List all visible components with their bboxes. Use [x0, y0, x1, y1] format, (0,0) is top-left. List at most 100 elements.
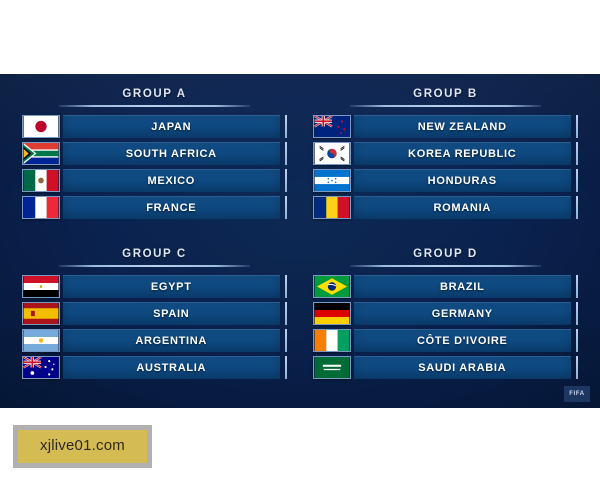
flag-cote-divoire-icon: [313, 328, 351, 352]
watermark-inner: xjlive01.com: [18, 430, 147, 463]
team-bar: NEW ZEALAND: [354, 114, 571, 138]
team-name: BRAZIL: [439, 280, 485, 293]
watermark-badge: xjlive01.com: [13, 425, 152, 468]
row-tick: [575, 141, 578, 165]
table-row[interactable]: NEW ZEALAND: [313, 114, 578, 138]
row-tick: [575, 168, 578, 192]
team-bar: JAPAN: [63, 114, 280, 138]
row-tick: [575, 274, 578, 298]
flag-saudi-arabia-icon: [313, 355, 351, 379]
row-tick: [575, 355, 578, 379]
team-bar: GERMANY: [354, 301, 571, 325]
flag-argentina-icon: [22, 328, 60, 352]
row-tick: [284, 168, 287, 192]
team-bar: FRANCE: [63, 195, 280, 219]
team-name: JAPAN: [151, 120, 192, 133]
team-name: ROMANIA: [433, 201, 491, 214]
row-tick: [284, 328, 287, 352]
team-name: FRANCE: [146, 201, 197, 214]
team-bar: SOUTH AFRICA: [63, 141, 280, 165]
row-tick: [284, 114, 287, 138]
table-row[interactable]: BRAZIL: [313, 274, 578, 298]
table-row[interactable]: GERMANY: [313, 301, 578, 325]
flag-south-africa-icon: [22, 141, 60, 165]
fifa-logo-label: FIFA: [569, 391, 585, 397]
group-c: GROUP C EGYPT: [22, 248, 287, 394]
flag-brazil-icon: [313, 274, 351, 298]
team-name: MEXICO: [147, 174, 196, 187]
team-name: KOREA REPUBLIC: [408, 147, 517, 160]
flag-australia-icon: [22, 355, 60, 379]
group-d-title-rule: [350, 265, 541, 267]
row-tick: [284, 301, 287, 325]
team-bar: MEXICO: [63, 168, 280, 192]
group-a-title-rule: [59, 105, 250, 107]
team-bar: CÔTE D'IVOIRE: [354, 328, 571, 352]
table-row[interactable]: CÔTE D'IVOIRE: [313, 328, 578, 352]
team-name: EGYPT: [150, 280, 192, 293]
group-d-title: GROUP D: [413, 248, 478, 260]
table-row[interactable]: JAPAN: [22, 114, 287, 138]
table-row[interactable]: KOREA REPUBLIC: [313, 141, 578, 165]
team-name: AUSTRALIA: [136, 361, 207, 374]
table-row[interactable]: ROMANIA: [313, 195, 578, 219]
row-tick: [575, 114, 578, 138]
group-a: GROUP A JAPAN: [22, 88, 287, 234]
table-row[interactable]: FRANCE: [22, 195, 287, 219]
group-b-team-list: NEW ZEALAND KOREA REPUBLIC: [313, 114, 578, 219]
flag-mexico-icon: [22, 168, 60, 192]
row-tick: [575, 328, 578, 352]
draw-panel: GROUP A JAPAN: [0, 74, 600, 408]
team-bar: BRAZIL: [354, 274, 571, 298]
table-row[interactable]: AUSTRALIA: [22, 355, 287, 379]
team-name: SPAIN: [153, 307, 190, 320]
flag-japan-icon: [22, 114, 60, 138]
team-bar: HONDURAS: [354, 168, 571, 192]
row-tick: [284, 195, 287, 219]
team-name: NEW ZEALAND: [417, 120, 507, 133]
table-row[interactable]: SAUDI ARABIA: [313, 355, 578, 379]
team-bar: KOREA REPUBLIC: [354, 141, 571, 165]
group-b-title-rule: [350, 105, 541, 107]
row-tick: [284, 141, 287, 165]
table-row[interactable]: SOUTH AFRICA: [22, 141, 287, 165]
flag-france-icon: [22, 195, 60, 219]
row-tick: [575, 195, 578, 219]
team-name: HONDURAS: [427, 174, 497, 187]
team-bar: AUSTRALIA: [63, 355, 280, 379]
team-name: ARGENTINA: [135, 334, 208, 347]
team-bar: ROMANIA: [354, 195, 571, 219]
table-row[interactable]: SPAIN: [22, 301, 287, 325]
flag-honduras-icon: [313, 168, 351, 192]
group-b-title: GROUP B: [413, 88, 478, 100]
team-name: SAUDI ARABIA: [418, 361, 507, 374]
group-a-title: GROUP A: [122, 88, 187, 100]
group-a-team-list: JAPAN SOUTH AFRICA: [22, 114, 287, 219]
table-row[interactable]: ARGENTINA: [22, 328, 287, 352]
flag-germany-icon: [313, 301, 351, 325]
watermark-text: xjlive01.com: [40, 437, 125, 454]
flag-korea-republic-icon: [313, 141, 351, 165]
fifa-logo: FIFA: [564, 386, 590, 402]
team-bar: SAUDI ARABIA: [354, 355, 571, 379]
table-row[interactable]: HONDURAS: [313, 168, 578, 192]
group-c-title: GROUP C: [122, 248, 187, 260]
row-tick: [284, 274, 287, 298]
team-bar: ARGENTINA: [63, 328, 280, 352]
group-d-team-list: BRAZIL GERMANY: [313, 274, 578, 379]
table-row[interactable]: EGYPT: [22, 274, 287, 298]
team-name: SOUTH AFRICA: [125, 147, 217, 160]
flag-spain-icon: [22, 301, 60, 325]
team-bar: EGYPT: [63, 274, 280, 298]
group-c-team-list: EGYPT SPAIN: [22, 274, 287, 379]
flag-egypt-icon: [22, 274, 60, 298]
row-tick: [575, 301, 578, 325]
table-row[interactable]: MEXICO: [22, 168, 287, 192]
group-b: GROUP B NEW ZEALAND: [313, 88, 578, 234]
groups-grid: GROUP A JAPAN: [0, 74, 600, 408]
row-tick: [284, 355, 287, 379]
team-name: GERMANY: [431, 307, 493, 320]
group-c-title-rule: [59, 265, 250, 267]
group-d: GROUP D BRAZIL: [313, 248, 578, 394]
